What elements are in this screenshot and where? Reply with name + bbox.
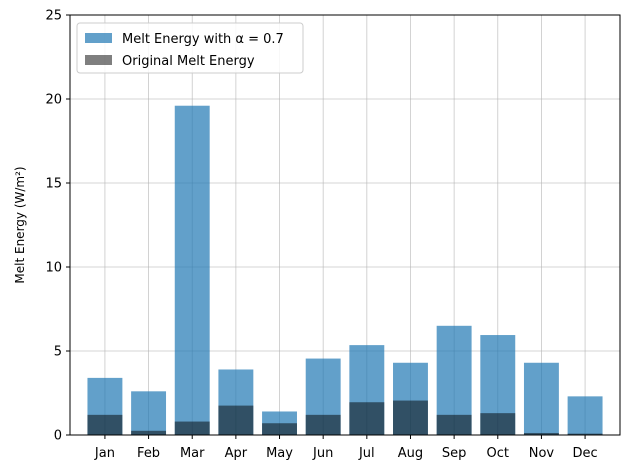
bar-series-2-feb — [131, 430, 167, 435]
x-tick-label: Jan — [94, 446, 115, 461]
bar-series-1-feb — [131, 391, 167, 435]
x-tick-label: Mar — [180, 446, 205, 461]
y-tick-label: 25 — [45, 9, 62, 24]
bar-series-1-mar — [174, 105, 210, 435]
y-tick-label: 15 — [45, 177, 62, 192]
bar-series-2-oct — [480, 413, 516, 435]
x-tick-label: Apr — [225, 446, 248, 461]
bars — [87, 105, 603, 435]
x-tick-label: Nov — [529, 446, 555, 461]
x-tick-label: Feb — [137, 446, 160, 461]
legend-swatch — [85, 33, 112, 43]
bar-series-2-nov — [523, 432, 559, 435]
bar-series-2-jul — [349, 402, 385, 435]
bar-series-2-mar — [174, 421, 210, 435]
legend-label: Melt Energy with α = 0.7 — [122, 32, 284, 47]
x-tick-label: Jun — [312, 446, 333, 461]
bar-series-1-nov — [523, 362, 559, 435]
y-tick-label: 5 — [54, 345, 62, 360]
y-axis-label: Melt Energy (W/m²) — [13, 166, 27, 283]
legend-label: Original Melt Energy — [122, 54, 255, 69]
x-tick-label: Aug — [398, 446, 423, 461]
bar-series-2-sep — [436, 414, 472, 435]
bar-series-2-dec — [567, 433, 603, 435]
y-tick-label: 10 — [45, 261, 62, 276]
legend: Melt Energy with α = 0.7 Original Melt En… — [76, 22, 304, 74]
bar-series-2-jun — [305, 414, 341, 435]
legend-box — [76, 22, 304, 74]
bar-series-2-apr — [218, 405, 254, 435]
bar-series-2-aug — [393, 400, 428, 435]
x-tick-label: Oct — [487, 446, 509, 461]
bar-series-2-jan — [87, 414, 123, 435]
plot-frame — [69, 14, 621, 436]
y-tick-label: 20 — [45, 93, 62, 108]
y-tick-label: 0 — [54, 429, 62, 444]
axis-ticks: 0 5 10 15 20 25 Jan Feb Mar Apr May Jun Jul Aug Sep Oct… — [45, 9, 597, 462]
bar-series-1-dec — [567, 396, 603, 435]
x-tick-label: Dec — [573, 446, 598, 461]
bar-series-2-may — [262, 423, 297, 435]
x-tick-label: Sep — [442, 446, 467, 461]
x-tick-label: Jul — [358, 446, 375, 461]
x-tick-label: May — [266, 446, 293, 461]
legend-swatch — [85, 55, 112, 65]
